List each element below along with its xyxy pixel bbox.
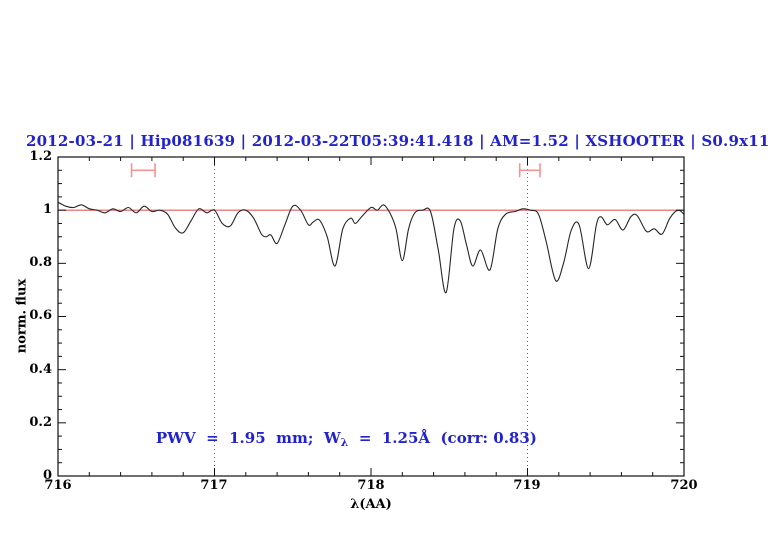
plot-title: 2012-03-21 | Hip081639 | 2012-03-22T05:3… [26,132,770,150]
y-tick-label: 1.2 [29,149,52,164]
x-axis-label: λ(AA) [350,497,392,512]
y-tick-label: 1 [42,202,52,217]
y-tick-label: 0.6 [29,308,52,323]
spectrum-line [57,201,685,294]
x-tick-label: 719 [513,478,541,493]
x-tick-label: 717 [200,478,228,493]
pwv-annotation-text: PWV = 1.95 mm; W [155,429,341,447]
x-tick-label: 720 [670,478,698,493]
interval-markers [130,163,541,178]
y-tick-label: 0.8 [29,255,52,270]
plot-frame [57,156,685,477]
x-tick-label: 716 [44,478,72,493]
axis-ticks [57,156,685,477]
x-tick-label: 718 [357,478,385,493]
pwv-annotation: PWV = 1.95 mm; Wλ = 1.25Å (corr: 0.83) [135,411,537,465]
y-tick-label: 0 [42,468,52,483]
y-tick-label: 0.2 [29,415,52,430]
lambda-subscript: λ [340,436,349,449]
y-tick-label: 0.4 [29,362,52,377]
pwv-annotation-text: = 1.25Å (corr: 0.83) [348,429,537,447]
